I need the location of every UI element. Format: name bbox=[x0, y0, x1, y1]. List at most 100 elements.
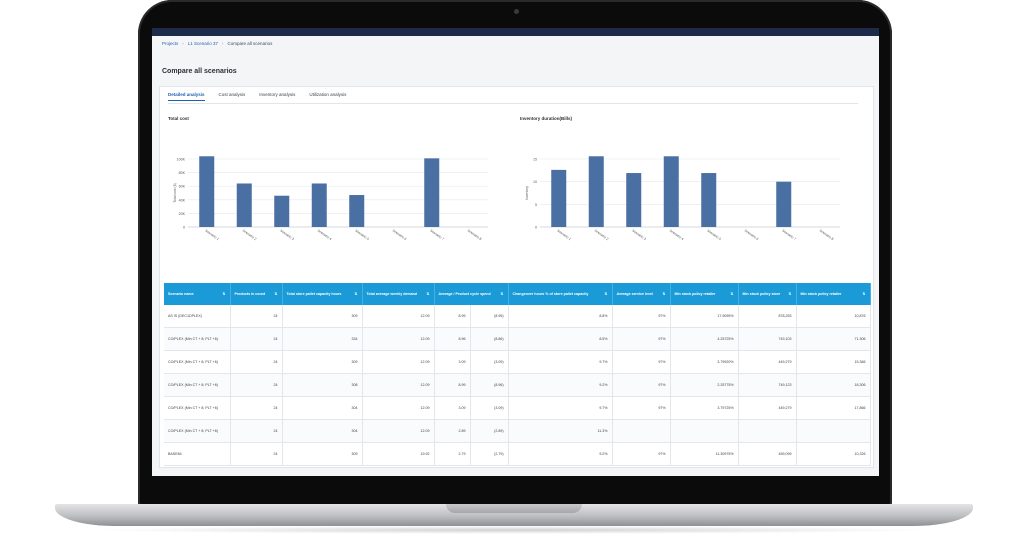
breadcrumb-scenario[interactable]: L1 Scenario 37 bbox=[187, 40, 219, 46]
table-row[interactable]: CO/PLEX (Min CT + 8; PLT +6) 24 334 12.09 8.… bbox=[164, 327, 871, 351]
table-cell: 12.09 bbox=[362, 373, 435, 397]
table-row[interactable]: AS IS (DEC1DPLEX) 24 309 12.09 8.99 (8.95) 8.8… bbox=[164, 305, 871, 328]
sort-icon[interactable]: ⇅ bbox=[662, 292, 666, 296]
table-cell: 8.96 bbox=[434, 327, 471, 351]
table-cell: 71.306 bbox=[796, 327, 871, 351]
bar bbox=[199, 156, 215, 227]
sort-icon[interactable]: ⇅ bbox=[354, 292, 358, 296]
chevron-right-icon: › bbox=[182, 40, 184, 46]
bar bbox=[236, 183, 252, 227]
inventory-chart: 0 5 10 15 Inventory Scenario 1 Scenario 2 Scena… bbox=[525, 156, 840, 242]
table-cell: 459,099 bbox=[738, 442, 797, 466]
table-cell: 4.25725% bbox=[670, 327, 739, 351]
table-row[interactable]: CO/PLEX (Min CT + 8; PLT +6) 24 309 12.09 3.… bbox=[164, 350, 871, 374]
x-tick-label: Scenario 5 bbox=[354, 229, 370, 242]
table-cell: 12.09 bbox=[362, 327, 435, 351]
x-tick-label: Scenario 2 bbox=[242, 229, 258, 242]
table-cell: 11.30975% bbox=[670, 442, 739, 466]
table-cell: 24 bbox=[230, 305, 283, 328]
table-cell: 304 bbox=[282, 419, 363, 443]
table-row[interactable]: BASE84 24 309 19.92 2.79 (2.79) 9.2% 97% 11.3097… bbox=[164, 442, 871, 466]
bar bbox=[588, 156, 604, 227]
bar bbox=[626, 173, 642, 227]
column-header-label: Products in count bbox=[234, 291, 266, 296]
table-cell: 3.79725% bbox=[670, 396, 739, 420]
table-cell: 749,123 bbox=[738, 373, 797, 397]
sort-icon[interactable]: ⇅ bbox=[862, 292, 866, 296]
sort-icon[interactable]: ⇅ bbox=[604, 292, 608, 296]
table-body: AS IS (DEC1DPLEX) 24 309 12.09 8.99 (8.95) 8.8… bbox=[164, 305, 871, 466]
table-cell: 12.09 bbox=[362, 350, 435, 374]
column-header[interactable]: Min stock policy retailer ⇅ bbox=[670, 283, 739, 305]
table-cell: 97% bbox=[612, 305, 671, 328]
table-cell: 449,279 bbox=[738, 396, 797, 420]
column-header[interactable]: Products in count ⇅ bbox=[230, 283, 283, 305]
breadcrumb-projects[interactable]: Projects bbox=[162, 40, 179, 46]
table-cell: 3.09 bbox=[434, 396, 471, 420]
table-row[interactable]: CO/PLEX (Min CT + 8; PLT +6) 24 304 12.09 3.… bbox=[164, 396, 871, 420]
app-screen: Projects › L1 Scenario 37 › Compare all … bbox=[152, 28, 879, 476]
main-panel: Detailed analysis Cost analysis Inventor… bbox=[159, 86, 874, 468]
sort-icon[interactable]: ⇅ bbox=[426, 292, 430, 296]
table-cell: 9.7% bbox=[508, 350, 613, 374]
table-cell: 9.2% bbox=[508, 373, 613, 397]
sort-icon[interactable]: ⇅ bbox=[274, 292, 278, 296]
column-header[interactable]: Changeover hours % of store pallet capac… bbox=[508, 283, 613, 305]
column-header-label: Total average weekly demand bbox=[366, 291, 417, 296]
table-cell: 8.99 bbox=[434, 373, 471, 397]
table-cell: 10,326 bbox=[796, 442, 871, 466]
bar bbox=[311, 183, 327, 227]
table-cell: 12.09 bbox=[362, 396, 435, 420]
tab-inventory-analysis[interactable]: Inventory analysis bbox=[259, 92, 296, 97]
x-tick-label: Scenario 8 bbox=[467, 229, 483, 242]
sort-icon[interactable]: ⇅ bbox=[500, 292, 504, 296]
table-row[interactable]: CO/PLEX (Min CT + 8; PLT +6) 24 304 12.09 2.… bbox=[164, 419, 871, 443]
column-header[interactable]: Total average weekly demand ⇅ bbox=[362, 283, 435, 305]
x-tick-label: Scenario 4 bbox=[669, 229, 685, 242]
table-cell: 9.2% bbox=[508, 442, 613, 466]
camera-icon bbox=[514, 9, 519, 14]
table-cell: BASE84 bbox=[164, 442, 231, 466]
table-cell: (8.95) bbox=[470, 305, 509, 328]
column-header[interactable]: Total store pallet capacity hours ⇅ bbox=[282, 283, 363, 305]
chart-title-inventory: Inventory duration(Bills) bbox=[520, 116, 573, 121]
table-cell: 18,306 bbox=[796, 373, 871, 397]
table-cell: (2.89) bbox=[470, 419, 509, 443]
table-cell: CO/PLEX (Min CT + 8; PLT +6) bbox=[164, 327, 231, 351]
bar bbox=[349, 195, 365, 227]
x-tick-label: Scenario 5 bbox=[706, 229, 722, 242]
column-header[interactable]: Average service level ⇅ bbox=[612, 283, 671, 305]
y-axis-label: Total cost ($) bbox=[173, 183, 177, 202]
tab-bar: Detailed analysis Cost analysis Inventor… bbox=[168, 92, 346, 101]
table-cell: 12.09 bbox=[362, 419, 435, 443]
breadcrumb-current: Compare all scenarios bbox=[227, 40, 273, 46]
bar bbox=[274, 195, 290, 227]
column-header[interactable]: Average / Product cycle spend ⇅ bbox=[434, 283, 509, 305]
table-cell: 97% bbox=[612, 373, 671, 397]
column-header[interactable]: Scenario name ⇅ bbox=[164, 283, 231, 305]
table-cell bbox=[612, 419, 671, 443]
y-tick-label: 80K bbox=[179, 171, 186, 175]
sort-icon[interactable]: ⇅ bbox=[730, 292, 734, 296]
y-tick-label: 0 bbox=[183, 226, 185, 230]
table-cell: 97% bbox=[612, 396, 671, 420]
top-bar bbox=[152, 28, 879, 36]
table-row[interactable]: CO/PLEX (Min CT + 8; PLT +6) 24 308 12.09 8.… bbox=[164, 373, 871, 397]
tab-detailed-analysis[interactable]: Detailed analysis bbox=[168, 92, 205, 101]
tab-cost-analysis[interactable]: Cost analysis bbox=[218, 92, 246, 97]
table-cell: 17,866 bbox=[796, 396, 871, 420]
table-cell: 2.25775% bbox=[670, 373, 739, 397]
sort-icon[interactable]: ⇅ bbox=[788, 292, 792, 296]
tab-utilization-analysis[interactable]: Utilization analysis bbox=[309, 92, 347, 97]
column-header[interactable]: Min stock policy retailer ⇅ bbox=[796, 283, 871, 305]
table-cell: 3.09 bbox=[434, 350, 471, 374]
column-header[interactable]: Min stock policy store ⇅ bbox=[738, 283, 797, 305]
table-cell: 449,279 bbox=[738, 350, 797, 374]
sort-icon[interactable]: ⇅ bbox=[222, 292, 226, 296]
table-cell: 24 bbox=[230, 419, 283, 443]
table-cell: 749,103 bbox=[738, 327, 797, 351]
table-cell: 24 bbox=[230, 350, 283, 374]
table-cell: 304 bbox=[282, 396, 363, 420]
table-cell: 10,876 bbox=[796, 305, 871, 328]
table-cell: 308 bbox=[282, 373, 363, 397]
